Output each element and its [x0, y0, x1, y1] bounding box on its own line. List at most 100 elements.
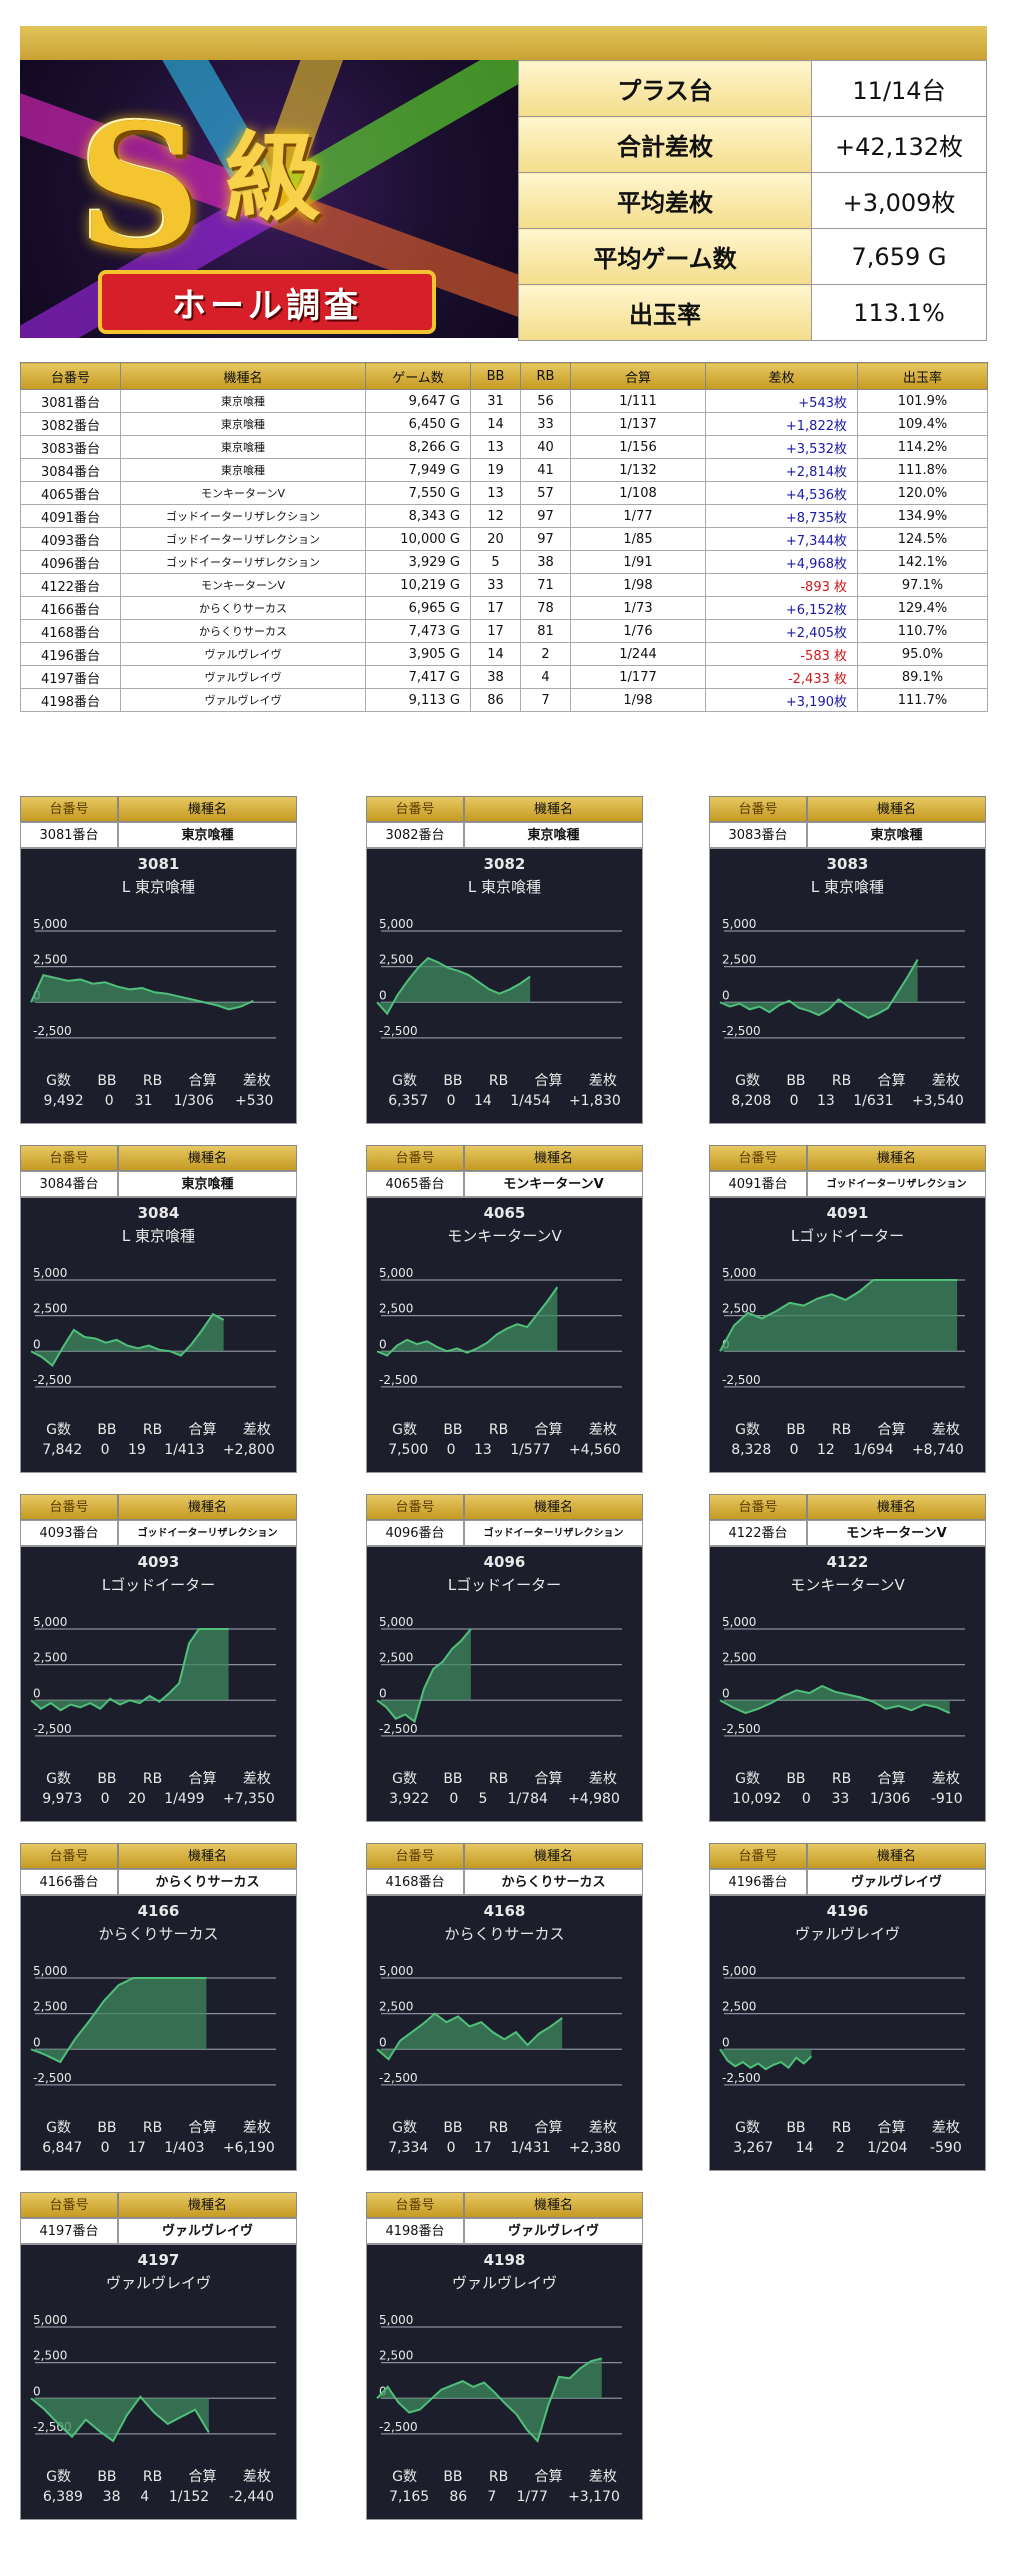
cell-gassan: 1/244	[570, 642, 706, 666]
card-header-no: 台番号	[20, 2192, 118, 2218]
stat-label: 差枚	[588, 1422, 617, 1438]
summary-row: 出玉率 113.1%	[518, 284, 987, 341]
card-machine-no: 4196番台	[709, 1869, 807, 1895]
card-info-row: 4065番台 モンキーターンV	[366, 1171, 643, 1197]
stat-label: G数	[735, 1073, 761, 1089]
panel-stats: G数 BB RB 合算 差枚 3,922 0 5 1/784 +4,980	[367, 1769, 642, 1809]
axis-tick-label: -2,500	[379, 2071, 418, 2085]
stat-value: 0	[789, 1093, 799, 1109]
panel-machine: Lゴッドイーター	[790, 1227, 905, 1245]
stat-label: RB	[488, 1073, 509, 1089]
cell-rate: 129.4%	[857, 596, 988, 620]
card-machine-no: 3083番台	[709, 822, 807, 848]
panel-number: 4093	[137, 1553, 180, 1571]
stat-label: RB	[142, 1073, 163, 1089]
stat-value: 12	[816, 1442, 835, 1458]
panel-number: 3082	[483, 855, 526, 873]
card-header-no: 台番号	[366, 1145, 464, 1171]
cell-gassan: 1/137	[570, 412, 706, 436]
axis-tick-label: 5,000	[33, 917, 67, 931]
slump-graph-panel: 5,000 2,500 0 -2,500 4197 ヴァルヴレイヴ G数 BB RB 合算 差枚 6,…	[20, 2244, 297, 2520]
stat-values-row: 7,334 0 17 1/431 +2,380	[367, 2138, 642, 2158]
cell-name: 東京喰種	[120, 389, 366, 413]
cell-rate: 124.5%	[857, 527, 988, 551]
cell-no: 3084番台	[20, 458, 121, 482]
axis-tick-label: 0	[722, 2035, 730, 2049]
card-header: 台番号 機種名	[366, 2192, 643, 2218]
stat-values-row: 3,267 14 2 1/204 -590	[710, 2138, 985, 2158]
stat-value: 7,165	[389, 2489, 430, 2505]
stat-value: 0	[446, 2140, 456, 2156]
slump-graph-panel: 5,000 2,500 0 -2,500 4093 Lゴッドイーター G数 BB RB 合算 差枚 9…	[20, 1546, 297, 1822]
header-diff: 差枚	[705, 362, 858, 390]
card-header: 台番号 機種名	[366, 1145, 643, 1171]
summary-label: 合計差枚	[518, 116, 812, 173]
cell-games: 6,965 G	[365, 596, 471, 620]
panel-number: 4091	[826, 1204, 869, 1222]
cell-bb: 33	[470, 573, 521, 597]
slump-graph-panel: 5,000 2,500 0 -2,500 3082 L 東京喰種 G数 BB RB 合算 差枚 6,3…	[366, 848, 643, 1124]
panel-machine: L 東京喰種	[810, 878, 885, 896]
stat-label: RB	[831, 1771, 852, 1787]
cell-games: 8,343 G	[365, 504, 471, 528]
cell-bb: 17	[470, 619, 521, 643]
stat-label: RB	[488, 1771, 509, 1787]
panel-number: 4196	[826, 1902, 869, 1920]
card-header-no: 台番号	[20, 796, 118, 822]
panel-machine: からくりサーカス	[98, 1925, 219, 1943]
cell-games: 9,647 G	[365, 389, 471, 413]
slump-graph-panel: 5,000 2,500 0 -2,500 4196 ヴァルヴレイヴ G数 BB RB 合算 差枚 3,…	[709, 1895, 986, 2171]
cell-no: 4091番台	[20, 504, 121, 528]
graph-line	[376, 2012, 563, 2061]
stat-value: 0	[789, 1442, 799, 1458]
summary-label: 平均ゲーム数	[518, 228, 812, 285]
cell-gassan: 1/108	[570, 481, 706, 505]
card-machine-no: 4091番台	[709, 1171, 807, 1197]
cell-rb: 4	[520, 665, 571, 689]
graph-area	[377, 1629, 471, 1722]
cell-diff: +2,814枚	[705, 458, 858, 482]
cell-rb: 81	[520, 619, 571, 643]
stat-label: RB	[831, 1422, 852, 1438]
stat-label: BB	[786, 1073, 806, 1089]
stat-label: 差枚	[242, 1422, 271, 1438]
panel-number: 3083	[826, 855, 869, 873]
stat-label: G数	[46, 1771, 72, 1787]
stat-value: 14	[795, 2140, 814, 2156]
table-header-row: 台番号 機種名 ゲーム数 BB RB 合算 差枚 出玉率	[20, 362, 988, 390]
graph-line	[376, 1286, 559, 1357]
card-info-row: 4197番台 ヴァルヴレイヴ	[20, 2218, 297, 2244]
stat-label: RB	[142, 2469, 163, 2485]
stat-value: 7,500	[388, 1442, 429, 1458]
stat-labels-row: G数 BB RB 合算 差枚	[367, 2467, 642, 2487]
stat-label: BB	[97, 2120, 117, 2136]
cell-bb: 14	[470, 412, 521, 436]
axis-tick-label: 2,500	[722, 2000, 756, 2014]
cell-bb: 38	[470, 665, 521, 689]
card-header-name: 機種名	[464, 796, 643, 822]
card-header: 台番号 機種名	[20, 1494, 297, 1520]
cell-name: からくりサーカス	[120, 619, 366, 643]
stat-label: RB	[142, 1771, 163, 1787]
stat-label: G数	[735, 1422, 761, 1438]
cell-diff: -893 枚	[705, 573, 858, 597]
cell-no: 3083番台	[20, 435, 121, 459]
card-info-row: 3084番台 東京喰種	[20, 1171, 297, 1197]
stat-labels-row: G数 BB RB 合算 差枚	[21, 1420, 296, 1440]
stat-label: 合算	[877, 1771, 906, 1787]
stat-values-row: 6,357 0 14 1/454 +1,830	[367, 1091, 642, 1111]
stat-label: RB	[831, 2120, 852, 2136]
stat-values-row: 8,208 0 13 1/631 +3,540	[710, 1091, 985, 1111]
machine-graph-card: 台番号 機種名 3083番台 東京喰種 5,000 2,500 0 -2,500 3083 L 東…	[709, 796, 986, 1124]
stat-value: 1/306	[869, 1791, 911, 1807]
stat-label: 差枚	[242, 1771, 271, 1787]
cell-games: 3,929 G	[365, 550, 471, 574]
graph-line	[30, 1977, 207, 2064]
panel-machine: L 東京喰種	[121, 1227, 196, 1245]
panel-machine: モンキーターンV	[447, 1227, 562, 1245]
